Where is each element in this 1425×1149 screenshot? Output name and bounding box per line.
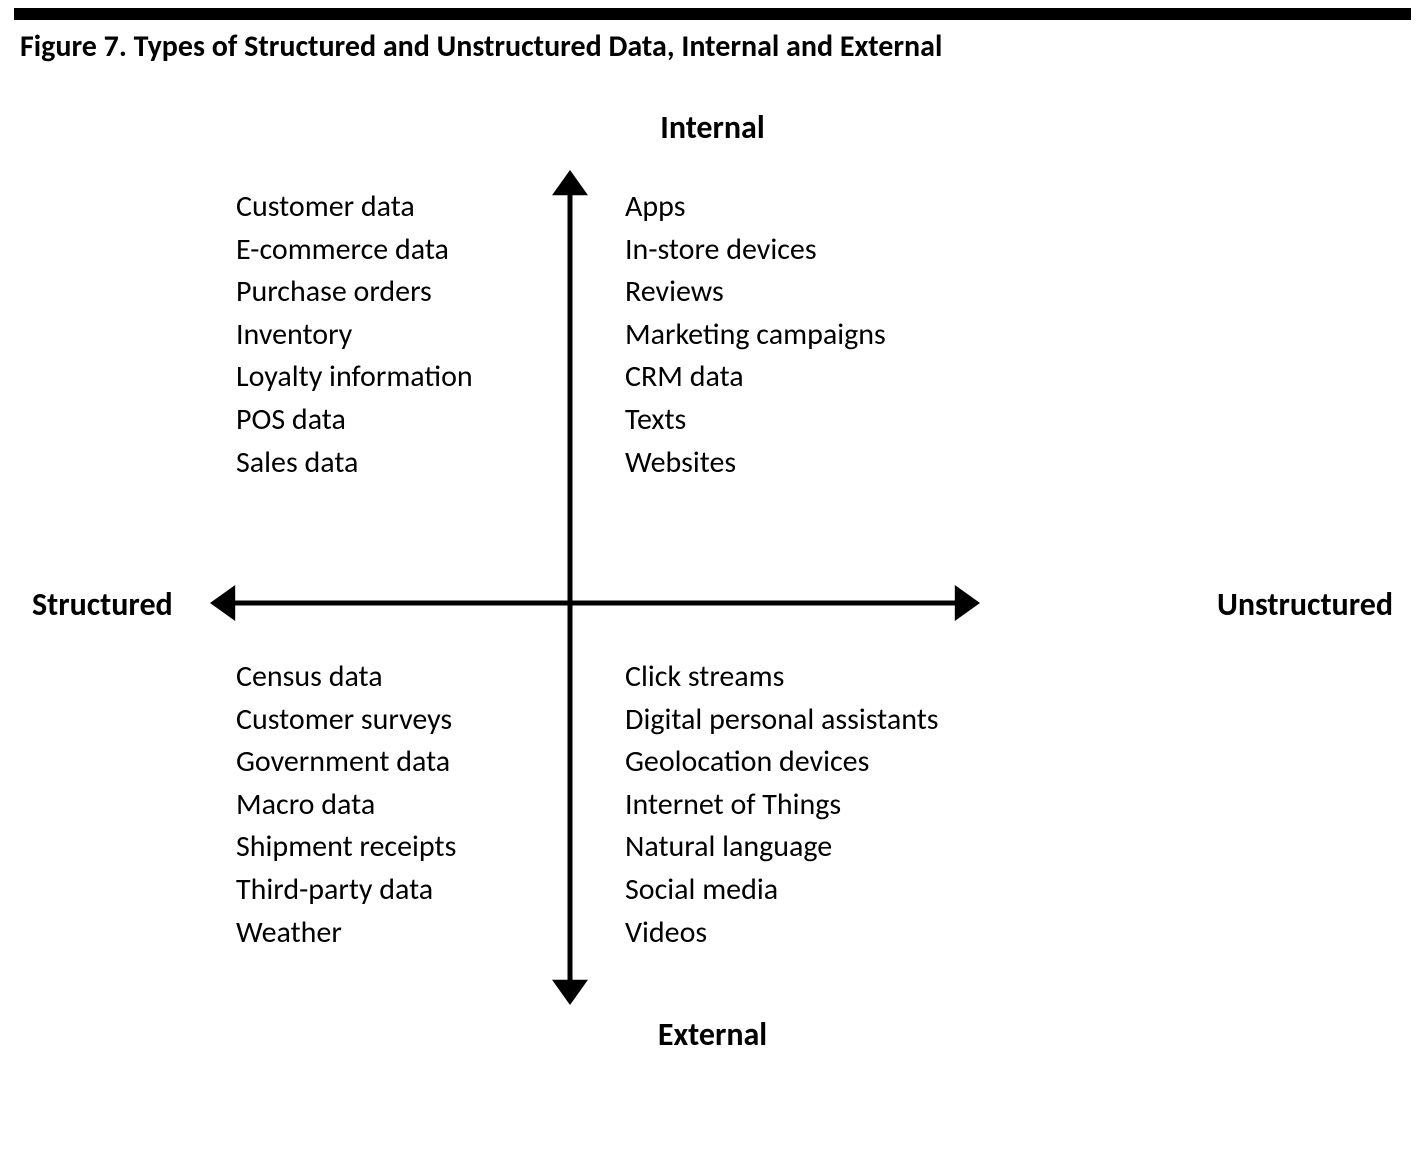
- axis-label-top: Internal: [0, 108, 1425, 147]
- list-item: Loyalty information: [236, 356, 473, 399]
- list-item: Census data: [236, 656, 456, 699]
- list-item: Click streams: [625, 656, 939, 699]
- list-item: Videos: [625, 912, 939, 955]
- axis-label-right: Unstructured: [1217, 585, 1393, 624]
- figure-page: Figure 7. Types of Structured and Unstru…: [0, 0, 1425, 1149]
- quadrant-top-left: Customer dataE-commerce dataPurchase ord…: [236, 186, 473, 484]
- list-item: Sales data: [236, 442, 473, 485]
- list-item: Inventory: [236, 314, 473, 357]
- list-item: Customer surveys: [236, 699, 456, 742]
- top-rule: [14, 8, 1411, 20]
- list-item: Customer data: [236, 186, 473, 229]
- list-item: POS data: [236, 399, 473, 442]
- list-item: Natural language: [625, 826, 939, 869]
- list-item: Marketing campaigns: [625, 314, 886, 357]
- figure-title: Figure 7. Types of Structured and Unstru…: [20, 28, 942, 65]
- list-item: Texts: [625, 399, 886, 442]
- list-item: Government data: [236, 741, 456, 784]
- list-item: Reviews: [625, 271, 886, 314]
- list-item: Internet of Things: [625, 784, 939, 827]
- list-item: E-commerce data: [236, 229, 473, 272]
- list-item: In-store devices: [625, 229, 886, 272]
- quadrant-bottom-left: Census dataCustomer surveysGovernment da…: [236, 656, 456, 954]
- axis-label-left: Structured: [32, 585, 173, 624]
- axis-label-bottom: External: [0, 1015, 1425, 1054]
- list-item: Macro data: [236, 784, 456, 827]
- list-item: Geolocation devices: [625, 741, 939, 784]
- list-item: Social media: [625, 869, 939, 912]
- list-item: Weather: [236, 912, 456, 955]
- quadrant-bottom-right: Click streamsDigital personal assistants…: [625, 656, 939, 954]
- list-item: Digital personal assistants: [625, 699, 939, 742]
- list-item: Purchase orders: [236, 271, 473, 314]
- list-item: Shipment receipts: [236, 826, 456, 869]
- list-item: CRM data: [625, 356, 886, 399]
- list-item: Third-party data: [236, 869, 456, 912]
- list-item: Websites: [625, 442, 886, 485]
- list-item: Apps: [625, 186, 886, 229]
- quadrant-top-right: AppsIn-store devicesReviewsMarketing cam…: [625, 186, 886, 484]
- quadrant-axes-svg: [0, 0, 1425, 1149]
